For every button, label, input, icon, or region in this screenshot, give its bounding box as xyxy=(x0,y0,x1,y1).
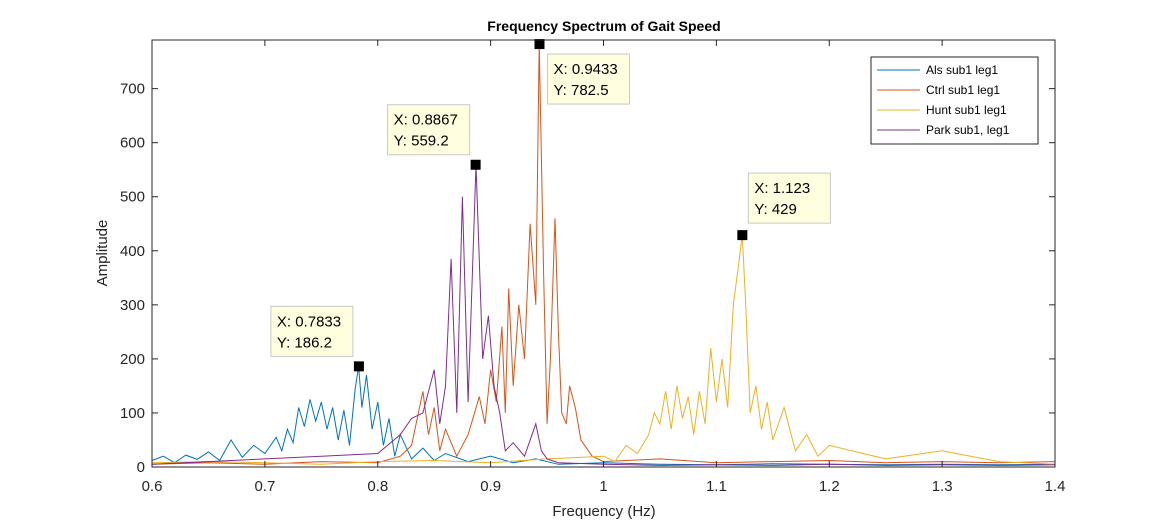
y-tick-label: 400 xyxy=(120,243,145,260)
datatip-x-label: X: 0.8867 xyxy=(394,112,458,129)
x-tick-label: 1.3 xyxy=(932,478,953,495)
x-tick-label: 0.6 xyxy=(142,478,163,495)
x-tick-label: 1.4 xyxy=(1045,478,1066,495)
axis-ticks: 0.6 0.7 0.8 0.9 1 1.1 1.2 1.3 1.4 0 100 200 300 400 50… xyxy=(120,40,1065,495)
datatip-box xyxy=(546,53,630,105)
datatip-x-label: X: 0.7833 xyxy=(277,313,341,330)
series-layer xyxy=(151,44,1056,466)
datatip-y-label: Y: 559.2 xyxy=(394,133,449,150)
legend-entry: Als sub1 leg1 xyxy=(926,63,998,77)
y-tick-label: 0 xyxy=(137,459,145,476)
datatip-y-label: Y: 782.5 xyxy=(553,82,608,99)
x-tick-label: 0.7 xyxy=(254,478,275,495)
y-tick-label: 700 xyxy=(120,81,145,98)
datatip-box xyxy=(387,104,471,156)
y-tick-label: 100 xyxy=(120,405,145,422)
series-line-3 xyxy=(151,235,1056,465)
x-tick-label: 1.2 xyxy=(819,478,840,495)
datatip-layer: X: 0.7833 Y: 186.2 X: 0.8867 Y: 559.2 X: 0.9… xyxy=(270,39,831,372)
datatip-y-label: Y: 429 xyxy=(754,201,797,218)
series-line-2 xyxy=(151,44,1056,465)
legend-entry: Hunt sub1 leg1 xyxy=(926,103,1007,117)
datatip-y-label: Y: 186.2 xyxy=(277,334,332,351)
datatip-marker xyxy=(737,230,748,241)
y-tick-label: 300 xyxy=(120,297,145,314)
datatip-x-label: X: 1.123 xyxy=(754,180,810,197)
datatip-x-label: X: 0.9433 xyxy=(553,61,617,78)
legend-entry: Ctrl sub1 leg1 xyxy=(926,83,1000,97)
x-tick-label: 0.8 xyxy=(367,478,388,495)
datatip-marker xyxy=(353,361,364,372)
y-tick-label: 600 xyxy=(120,135,145,152)
datatip-marker xyxy=(470,159,481,170)
y-tick-label: 200 xyxy=(120,351,145,368)
legend-entry: Park sub1, leg1 xyxy=(926,123,1010,137)
y-tick-label: 500 xyxy=(120,189,145,206)
series-line-4 xyxy=(151,164,1056,466)
legend: Als sub1 leg1 Ctrl sub1 leg1 Hunt sub1 leg… xyxy=(870,56,1039,145)
x-tick-label: 1.1 xyxy=(706,478,727,495)
x-tick-label: 1 xyxy=(599,478,607,495)
chart-title: Frequency Spectrum of Gait Speed xyxy=(487,18,720,34)
datatip-marker xyxy=(534,39,545,50)
datatip-box xyxy=(747,172,831,224)
x-axis-label: Frequency (Hz) xyxy=(552,503,655,520)
x-tick-label: 0.9 xyxy=(480,478,501,495)
datatip-box xyxy=(270,305,354,357)
y-axis-label: Amplitude xyxy=(94,220,111,287)
